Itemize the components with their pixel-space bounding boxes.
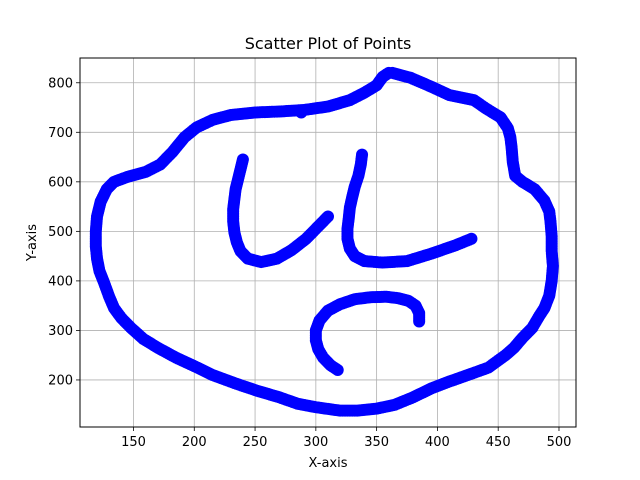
y-tick-label: 800 xyxy=(48,76,73,91)
scatter-point xyxy=(322,210,334,223)
grid-lines xyxy=(80,58,576,427)
y-tick-label: 500 xyxy=(48,225,73,240)
data-points xyxy=(89,66,559,417)
x-tick-label: 450 xyxy=(486,435,511,450)
x-tick-label: 200 xyxy=(182,435,207,450)
x-tick-label: 400 xyxy=(425,435,450,450)
y-tick-label: 600 xyxy=(48,175,73,190)
chart-title: Scatter Plot of Points xyxy=(245,34,412,53)
y-tick-label: 200 xyxy=(48,373,73,388)
scatter-point xyxy=(331,364,344,377)
axis-ticks: 150 200 250 300 350 400 450 500 200 300 400 500 600 7… xyxy=(48,76,571,450)
plot-frame xyxy=(79,57,577,428)
scatter-point xyxy=(295,106,308,119)
y-axis-title: Y-axis xyxy=(25,224,40,262)
x-tick-label: 250 xyxy=(243,435,268,450)
y-tick-label: 400 xyxy=(48,274,73,289)
scatter-point xyxy=(382,66,395,79)
y-tick-label: 700 xyxy=(48,126,73,141)
x-tick-label: 350 xyxy=(364,435,389,450)
x-tick-label: 500 xyxy=(547,435,572,450)
y-tick-label: 300 xyxy=(48,324,73,339)
x-axis-title: X-axis xyxy=(309,456,348,471)
x-tick-label: 150 xyxy=(121,435,146,450)
scatter-point xyxy=(465,232,478,245)
x-tick-label: 300 xyxy=(303,435,328,450)
